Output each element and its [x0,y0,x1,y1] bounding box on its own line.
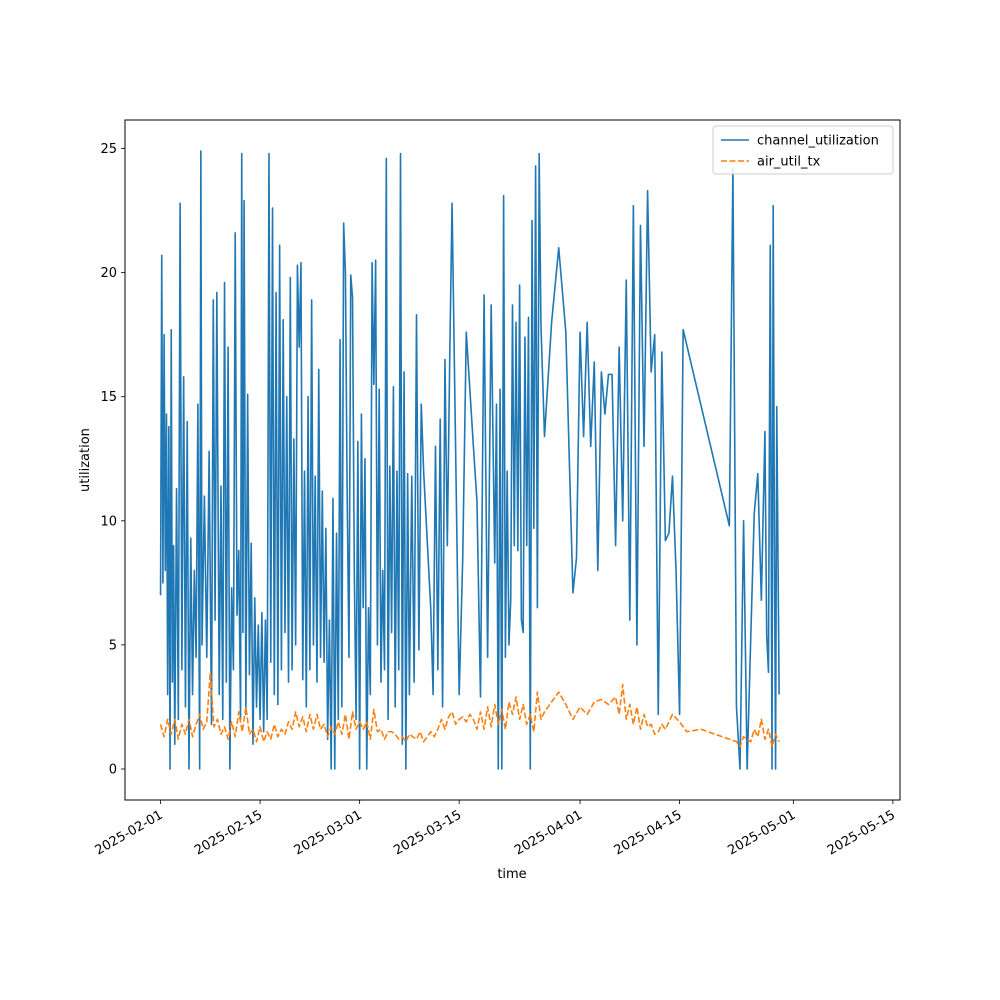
y-axis: 0 5 10 15 20 25 [100,142,125,777]
axes-frame [124,119,901,801]
y-tick-label: 5 [109,638,117,653]
series-line-channel-utilization [159,150,780,770]
y-tick-label: 20 [100,266,117,281]
y-tick-label: 15 [100,390,117,405]
plot-area [124,119,901,801]
y-tick-label: 25 [100,142,117,157]
series-line-air-util-tx [159,671,780,748]
series-layer [159,150,780,770]
y-tick-label: 0 [109,762,117,777]
legend-label: air_util_tx [757,155,821,170]
y-tick-label: 10 [100,514,117,529]
legend-box [712,125,894,175]
x-axis-label: time [497,867,526,882]
legend: channel_utilization air_util_tx [712,125,894,175]
legend-label: channel_utilization [757,134,879,149]
y-axis-label: utilization [78,428,93,492]
